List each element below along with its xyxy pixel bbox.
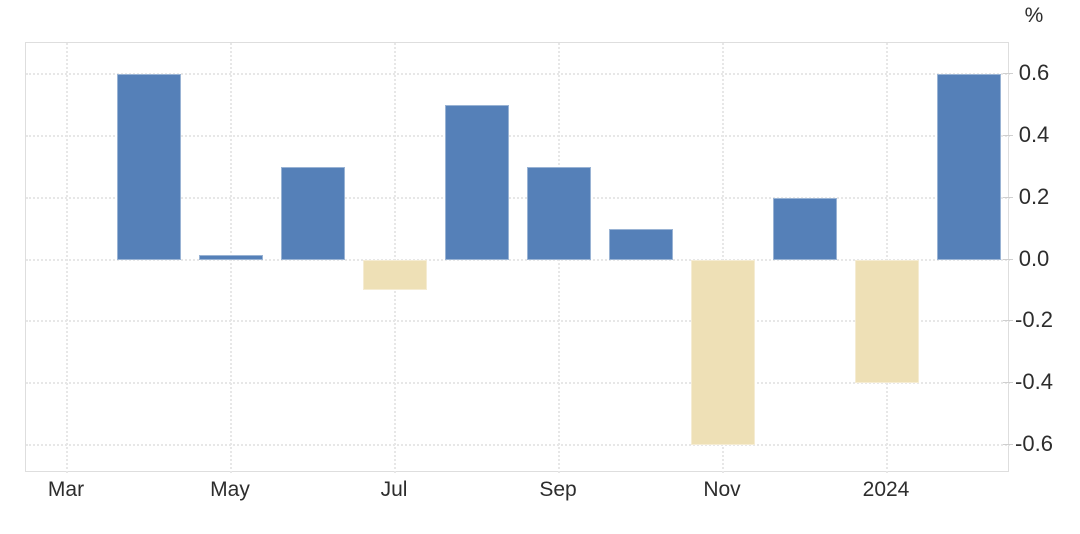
gridline-x-Nov bbox=[722, 43, 724, 473]
bar-Dec[interactable] bbox=[773, 197, 837, 260]
plot-area bbox=[25, 42, 1010, 473]
bar-Sep[interactable] bbox=[527, 166, 591, 260]
bar-Jan[interactable] bbox=[855, 259, 919, 384]
x-axis-label: Nov bbox=[703, 478, 741, 501]
bar-Nov[interactable] bbox=[691, 259, 755, 446]
bar-Feb[interactable] bbox=[937, 73, 1001, 260]
y-axis-tick bbox=[1003, 444, 1013, 446]
gridline-y--0.6 bbox=[26, 444, 1010, 447]
bar-Oct[interactable] bbox=[609, 228, 673, 260]
y-axis-tick bbox=[1003, 72, 1013, 74]
bar-Jul[interactable] bbox=[363, 259, 427, 291]
y-axis-label: -0.6 bbox=[1015, 431, 1053, 457]
y-axis-label: 0.6 bbox=[1018, 59, 1050, 85]
x-axis-label: Sep bbox=[539, 478, 577, 501]
y-axis-tick bbox=[1003, 134, 1013, 136]
gridline-x-Jul bbox=[394, 43, 396, 473]
x-axis-label: Mar bbox=[47, 478, 85, 501]
x-axis-label: 2024 bbox=[862, 478, 910, 501]
y-axis-label: 0.0 bbox=[1018, 245, 1050, 271]
gridline-x-2024 bbox=[886, 43, 888, 473]
y-axis-label: -0.4 bbox=[1015, 369, 1053, 395]
bar-Aug[interactable] bbox=[445, 104, 509, 260]
bar-May[interactable] bbox=[199, 254, 263, 260]
x-axis-label: Jul bbox=[380, 478, 408, 501]
y-axis-label: -0.2 bbox=[1015, 307, 1053, 333]
gridline-y-0.0 bbox=[26, 258, 1010, 261]
y-axis-label: 0.2 bbox=[1018, 183, 1050, 209]
y-axis-unit-label: % bbox=[1024, 4, 1044, 27]
gridline-y--0.4 bbox=[26, 382, 1010, 385]
y-axis-tick bbox=[1003, 320, 1013, 322]
y-axis-tick bbox=[1003, 258, 1013, 260]
y-axis-tick bbox=[1003, 196, 1013, 198]
gridline-y--0.2 bbox=[26, 320, 1010, 323]
gridline-x-Mar bbox=[66, 43, 68, 473]
gridline-y-0.2 bbox=[26, 196, 1010, 199]
x-axis-label: May bbox=[210, 478, 250, 501]
y-axis-tick bbox=[1003, 382, 1013, 384]
bar-Apr[interactable] bbox=[117, 73, 181, 260]
y-axis-label: 0.4 bbox=[1018, 121, 1050, 147]
gridline-y-0.4 bbox=[26, 134, 1010, 137]
gridline-y-0.6 bbox=[26, 72, 1010, 75]
bar-Jun[interactable] bbox=[281, 166, 345, 260]
